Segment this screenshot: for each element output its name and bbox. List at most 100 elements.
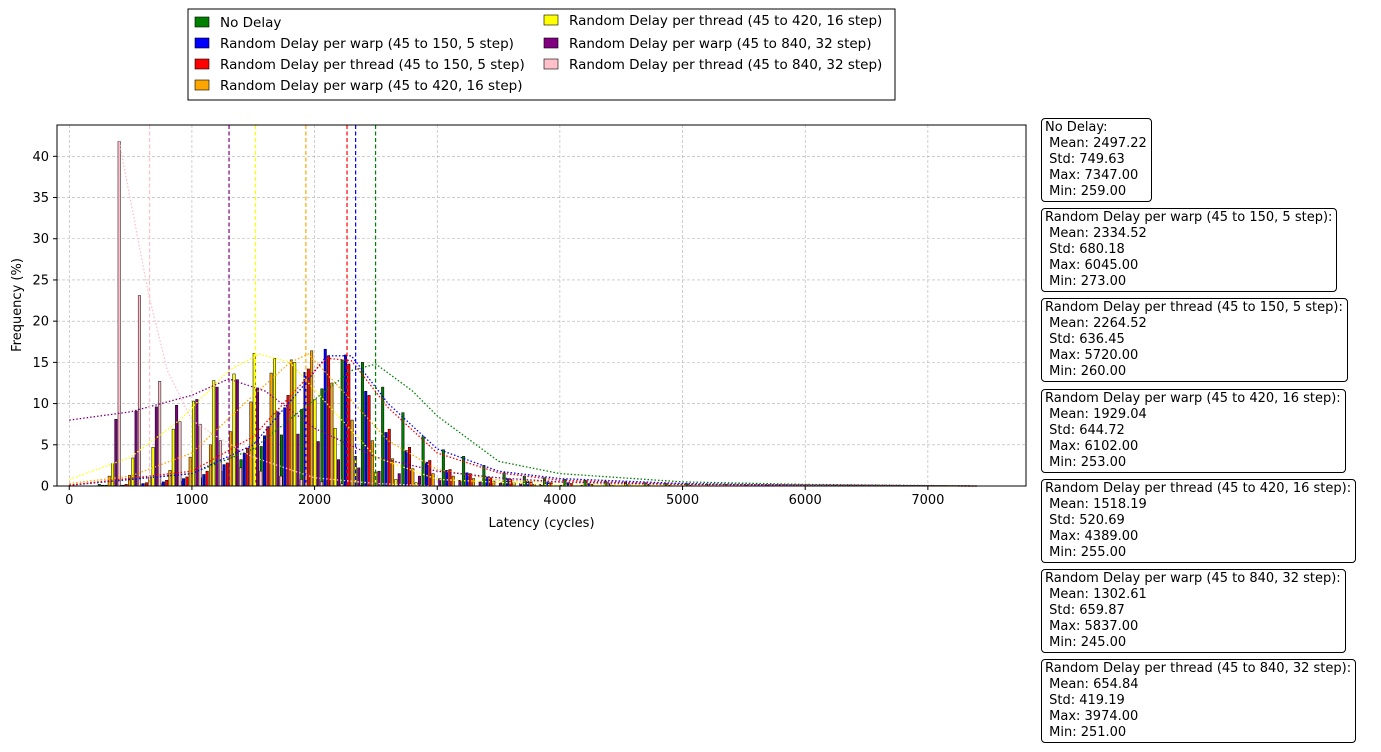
histogram-bar <box>198 423 202 487</box>
histogram-bar <box>117 141 121 487</box>
stat-std: Std: 659.87 <box>1045 603 1125 618</box>
histogram-bar <box>387 428 391 487</box>
plot-area-frame <box>56 124 1027 487</box>
stat-std: Std: 680.18 <box>1045 242 1125 257</box>
stat-min: Min: 273.00 <box>1045 274 1127 289</box>
y-tick-label: 20 <box>32 315 49 330</box>
histogram-bar <box>242 452 246 487</box>
histogram-bar <box>232 373 236 487</box>
histogram-bar <box>212 380 216 487</box>
y-axis-label: Frequency (%) <box>10 258 25 352</box>
stat-box: Random Delay per thread (45 to 840, 32 s… <box>1041 659 1357 743</box>
stat-title: Random Delay per warp (45 to 840, 32 ste… <box>1045 571 1341 586</box>
stat-max: Max: 6045.00 <box>1045 258 1139 273</box>
histogram-bar <box>337 459 340 487</box>
histogram-bar <box>320 388 324 487</box>
y-tick-label: 15 <box>32 356 49 371</box>
legend-frame <box>187 8 896 101</box>
histogram-bar <box>300 409 304 487</box>
stat-max: Max: 5720.00 <box>1045 348 1139 363</box>
x-tick-label: 2000 <box>298 493 331 508</box>
histogram-bar <box>370 440 374 487</box>
stat-std: Std: 749.63 <box>1045 152 1125 167</box>
histogram-bar <box>185 476 189 487</box>
histogram-bar <box>462 456 466 487</box>
histogram-bar <box>364 390 368 487</box>
stat-max: Max: 3974.00 <box>1045 709 1139 724</box>
histogram-bar <box>502 472 506 487</box>
histogram-bar <box>394 479 398 487</box>
histogram-bar <box>171 428 175 487</box>
histogram-bar <box>225 462 229 487</box>
legend-swatch <box>194 16 210 28</box>
histogram-bar <box>293 362 297 487</box>
stat-max: Max: 6102.00 <box>1045 439 1139 454</box>
stat-box: Random Delay per thread (45 to 150, 5 st… <box>1041 298 1348 382</box>
histogram-bar <box>279 475 283 487</box>
histogram-bar <box>114 418 118 487</box>
stat-min: Min: 245.00 <box>1045 635 1127 650</box>
histogram-bar <box>431 473 435 487</box>
stat-min: Min: 253.00 <box>1045 455 1127 470</box>
histogram-bar <box>222 464 226 487</box>
stat-max: Max: 7347.00 <box>1045 168 1139 183</box>
legend-swatch <box>194 37 210 49</box>
histogram-bar <box>310 350 314 487</box>
histogram-bar <box>218 440 222 487</box>
histogram-bar <box>357 467 361 487</box>
histogram-bar <box>276 411 280 487</box>
histogram-bar <box>289 359 293 487</box>
histogram-bar <box>417 475 421 487</box>
y-tick-label: 5 <box>41 438 49 453</box>
histogram-bar <box>137 295 141 487</box>
legend-label: Random Delay per thread (45 to 150, 5 st… <box>220 57 525 73</box>
legend-label: No Delay <box>220 15 281 31</box>
stat-std: Std: 644.72 <box>1045 423 1125 438</box>
histogram-bar <box>347 363 351 487</box>
legend-swatch <box>543 14 559 26</box>
stat-title: No Delay: <box>1045 120 1108 135</box>
histogram-bar <box>161 481 165 487</box>
histogram-bar <box>202 474 206 487</box>
y-tick-label: 10 <box>32 397 49 412</box>
stat-mean: Mean: 2334.52 <box>1045 226 1147 241</box>
histogram-bar <box>269 372 273 487</box>
histogram-bar <box>316 441 320 487</box>
stat-mean: Mean: 2264.52 <box>1045 316 1147 331</box>
histogram-bar <box>286 395 290 487</box>
x-tick-label: 5000 <box>666 493 699 508</box>
legend-label: Random Delay per warp (45 to 420, 16 ste… <box>220 78 523 94</box>
stat-box: Random Delay per warp (45 to 420, 16 ste… <box>1041 389 1346 473</box>
stat-mean: Mean: 654.84 <box>1045 677 1139 692</box>
stat-min: Min: 260.00 <box>1045 364 1127 379</box>
x-tick-label: 6000 <box>789 493 822 508</box>
stat-std: Std: 636.45 <box>1045 332 1125 347</box>
y-tick-label: 0 <box>41 480 49 495</box>
stat-box: No Delay: Mean: 2497.22 Std: 749.63 Max:… <box>1041 118 1152 202</box>
legend-swatch <box>194 58 210 70</box>
x-tick-label: 3000 <box>421 493 454 508</box>
y-tick-label: 40 <box>32 150 49 165</box>
histogram-bar <box>229 431 233 487</box>
histogram-bar <box>266 426 270 487</box>
histogram-bar <box>151 447 155 487</box>
kde-curve <box>69 378 977 487</box>
histogram-bar <box>205 470 209 487</box>
histogram-bar <box>299 479 303 487</box>
histogram-bar <box>472 478 476 487</box>
x-tick-label: 1000 <box>175 493 208 508</box>
histogram-bar <box>330 382 334 487</box>
stat-std: Std: 419.19 <box>1045 693 1125 708</box>
x-tick-label: 7000 <box>911 493 944 508</box>
histogram-bar <box>320 481 324 487</box>
histogram-bar <box>131 457 135 487</box>
histogram-bar <box>391 458 395 487</box>
x-tick-label: 0 <box>65 493 73 508</box>
histogram-bar <box>158 381 162 487</box>
stat-min: Min: 251.00 <box>1045 725 1127 740</box>
stat-max: Max: 4389.00 <box>1045 529 1139 544</box>
stat-box: Random Delay per warp (45 to 150, 5 step… <box>1041 208 1338 292</box>
legend-label: Random Delay per warp (45 to 150, 5 step… <box>220 36 514 52</box>
legend-swatch <box>543 37 559 49</box>
kde-curve <box>69 363 977 487</box>
